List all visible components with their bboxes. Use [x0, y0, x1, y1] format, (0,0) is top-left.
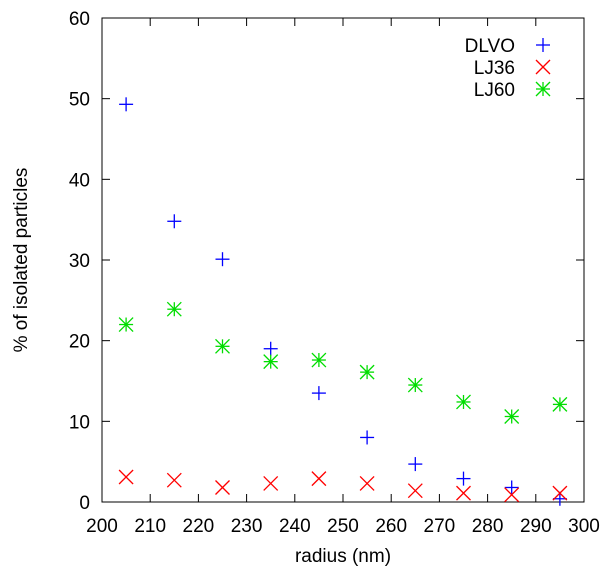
x-tick-label: 210 — [134, 516, 166, 537]
lj60-point — [311, 352, 327, 368]
lj60-point — [504, 409, 520, 424]
legend-label-lj60: LJ60 — [474, 80, 515, 101]
y-tick-label: 40 — [69, 170, 90, 191]
lj60-point — [166, 301, 182, 317]
lj36-point — [263, 475, 279, 491]
y-tick-label: 0 — [79, 493, 90, 514]
x-tick-label: 240 — [279, 516, 311, 537]
x-tick-label: 290 — [520, 516, 552, 537]
dlvo-point — [311, 386, 326, 401]
lj60-point — [263, 354, 279, 370]
lj60-point — [215, 338, 230, 354]
lj36-point — [504, 487, 520, 503]
dlvo-point — [215, 252, 230, 267]
legend-marker-lj36 — [535, 59, 551, 75]
dlvo-point — [504, 480, 519, 495]
tick-labels: 200 210 220 230 240 250 260 270 280 290 300 0 10 20 30… — [69, 9, 600, 537]
x-tick-label: 260 — [375, 516, 407, 537]
legend-label-dlvo: DLVO — [465, 36, 515, 57]
x-axis-label: radius (nm) — [295, 546, 391, 567]
dlvo-point — [263, 341, 278, 356]
legend-label-lj36: LJ36 — [474, 58, 515, 79]
x-tick-label: 270 — [424, 516, 456, 537]
lj36-point — [407, 483, 423, 499]
x-tick-label: 300 — [568, 516, 600, 537]
lj60-point — [118, 317, 134, 332]
data-points — [118, 97, 568, 506]
x-tick-label: 280 — [472, 516, 504, 537]
dlvo-point — [408, 457, 423, 472]
lj60-point — [359, 364, 375, 380]
dlvo-point — [552, 491, 567, 506]
lj60-point — [407, 377, 423, 393]
y-tick-label: 10 — [69, 412, 90, 433]
lj36-point — [118, 469, 134, 485]
dlvo-point — [360, 430, 375, 445]
lj36-point — [311, 471, 327, 487]
lj36-point — [215, 480, 230, 495]
y-axis-label: % of isolated particles — [11, 168, 32, 353]
y-tick-label: 50 — [69, 90, 90, 111]
legend-marker-lj60 — [535, 81, 551, 97]
lj36-point — [166, 472, 182, 488]
lj60-point — [456, 394, 471, 410]
x-tick-label: 200 — [86, 516, 118, 537]
plot-frame — [101, 17, 585, 503]
x-tick-label: 250 — [327, 516, 359, 537]
dlvo-point — [167, 214, 182, 229]
lj60-point — [552, 396, 568, 412]
lj36-point — [552, 485, 568, 501]
lj36-point — [359, 475, 375, 491]
y-tick-label: 60 — [69, 9, 90, 30]
dlvo-point — [119, 97, 134, 112]
legend-marker-dlvo — [536, 38, 550, 52]
y-tick-label: 30 — [69, 251, 90, 272]
x-tick-label: 220 — [183, 516, 215, 537]
y-tick-label: 20 — [69, 332, 90, 353]
lj36-point — [456, 485, 471, 501]
dlvo-point — [456, 471, 471, 486]
x-tick-label: 230 — [231, 516, 263, 537]
